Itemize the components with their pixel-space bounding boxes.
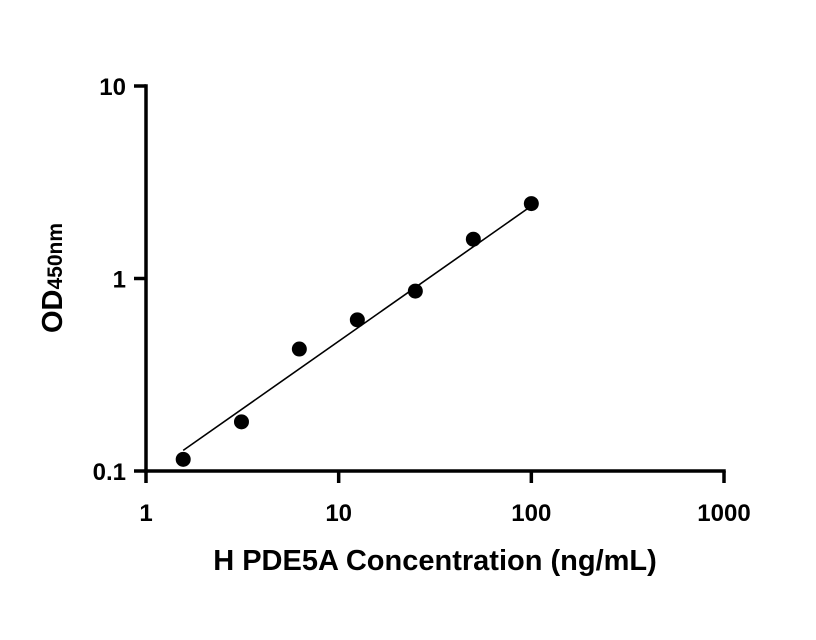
tick-labels: 1 10 100 1000 0.1 1 10: [93, 74, 751, 527]
x-tick-label: 10: [325, 500, 352, 527]
y-tick-label: 1: [113, 267, 126, 294]
data-points: [175, 196, 539, 467]
data-point: [291, 341, 307, 357]
data-point: [407, 283, 423, 299]
data-point: [465, 231, 481, 247]
fit-line-layer: [182, 205, 532, 452]
data-point: [349, 312, 365, 328]
x-tick-label: 1: [139, 500, 152, 527]
y-axis-title-subscript: 450nm: [44, 223, 67, 290]
data-point: [233, 414, 249, 430]
y-axis-title-main: OD: [37, 290, 69, 334]
x-tick-label: 1000: [697, 500, 750, 527]
axes: [134, 84, 726, 483]
y-tick-label: 0.1: [93, 459, 126, 486]
data-point: [175, 451, 191, 467]
y-tick-label: 10: [99, 74, 126, 101]
y-axis-title: OD450nm: [37, 223, 69, 333]
data-point: [523, 196, 539, 212]
fit-line: [182, 205, 532, 452]
x-tick-label: 100: [511, 500, 551, 527]
x-axis-title: H PDE5A Concentration (ng/mL): [213, 545, 657, 577]
